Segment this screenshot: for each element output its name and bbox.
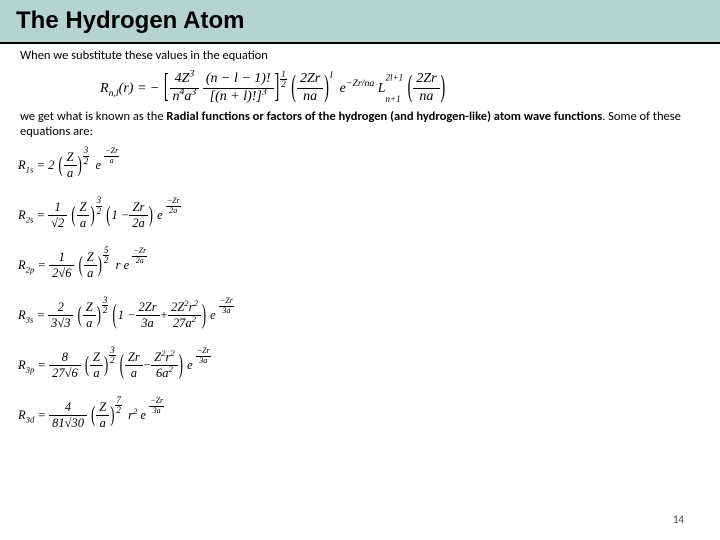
slide-content: When we substitute these values in the e…	[0, 44, 720, 430]
title-bar: The Hydrogen Atom	[0, 0, 720, 44]
eq-r2p: R2p = 12√6 (Za)52 r e −Zr2a	[18, 246, 712, 280]
mid-text-a: we get what is known as the	[20, 109, 166, 124]
eq-r1s: R1s = 2 (Za)32 e −Zra	[18, 146, 712, 180]
intro-text: When we substitute these values in the e…	[20, 48, 712, 64]
slide-title: The Hydrogen Atom	[16, 7, 244, 35]
eq-r3p: R3p = 827√6 (Za)32 (Zra − Z2r26a2) e −Zr…	[18, 346, 712, 380]
main-equation: Rn,l(r) = − [ 4Z3 n4a3 (n − l − 1)! [(n …	[100, 70, 712, 105]
equation-list: R1s = 2 (Za)32 e −Zra R2s = 1√2 (Za)32 (…	[18, 146, 712, 430]
mid-text: we get what is known as the Radial funct…	[20, 109, 712, 140]
page-number: 14	[673, 513, 684, 526]
eq-r3s: R3s = 23√3 (Za)32 (1 − 2Zr3a + 2Z2r227a2…	[18, 296, 712, 330]
eq-r2s: R2s = 1√2 (Za)32 (1 − Zr2a) e −Zr2a	[18, 196, 712, 230]
eq-r3d: R3d = 481√30 (Za)72 r2 e −Zr3a	[18, 396, 712, 430]
mid-text-bold: Radial functions or factors of the hydro…	[166, 109, 602, 124]
